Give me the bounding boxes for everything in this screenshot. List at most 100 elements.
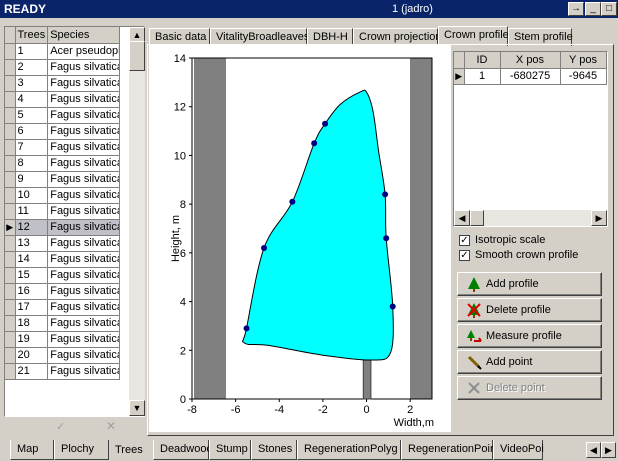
tree-species: Fagus silvatica bbox=[47, 123, 121, 140]
profile-id: 1 bbox=[464, 68, 501, 85]
bottom-tab-deadwood[interactable]: Deadwood bbox=[153, 440, 213, 460]
table-row[interactable]: 3 Fagus silvatica bbox=[5, 75, 121, 92]
plot-frame bbox=[191, 57, 433, 400]
col-header-xpos[interactable]: X pos bbox=[500, 52, 561, 69]
dock-button[interactable]: → bbox=[568, 2, 584, 16]
tab-scroll-left-icon[interactable]: ◀ bbox=[586, 442, 601, 458]
x-tick-label: 0 bbox=[363, 404, 369, 416]
crown-profile-chart[interactable]: 0 2 4 6 8 10 12 14 -8 -6 -4 -2 0 2 Width,m Height, m bbox=[149, 45, 451, 432]
x-tick-label: -2 bbox=[318, 404, 328, 416]
table-row[interactable]: 5 Fagus silvatica bbox=[5, 107, 121, 124]
bottom-tab-videopoi[interactable]: VideoPoi bbox=[493, 440, 544, 460]
tab-vitalitybroadleaves[interactable]: VitalityBroadleaves bbox=[210, 28, 309, 46]
delete-point-button[interactable]: Delete point bbox=[457, 376, 602, 400]
delete-profile-button[interactable]: Delete profile bbox=[457, 298, 602, 322]
tree-number: 18 bbox=[15, 315, 49, 332]
crown-shape bbox=[242, 89, 394, 361]
tab-stem-profile[interactable]: Stem profile bbox=[508, 28, 573, 46]
record-indicator: 1 (jadro) bbox=[392, 3, 433, 15]
scroll-down-icon[interactable]: ▼ bbox=[129, 400, 145, 416]
col-header-species[interactable]: Species bbox=[47, 27, 121, 44]
profile-grid[interactable]: ID X pos Y pos ▶ 1 -680275 -9645 ◀ ▶ bbox=[453, 51, 608, 227]
tree-species: Fagus silvatica bbox=[47, 219, 121, 236]
x-tick-label: 2 bbox=[407, 404, 413, 416]
bottom-tab-stones[interactable]: Stones bbox=[251, 440, 297, 460]
col-header-trees[interactable]: Trees bbox=[15, 27, 49, 44]
minimize-button[interactable]: _ bbox=[585, 2, 601, 16]
table-row[interactable]: 17 Fagus silvatica bbox=[5, 299, 121, 316]
table-row[interactable]: 9 Fagus silvatica bbox=[5, 171, 121, 188]
isotropic-checkbox[interactable]: ✓ bbox=[459, 235, 470, 246]
bottom-tab-regenerationpoint[interactable]: RegenerationPoint bbox=[401, 440, 499, 460]
scroll-left-icon[interactable]: ◀ bbox=[454, 210, 470, 226]
tree-species: Fagus silvatica bbox=[47, 315, 121, 332]
tab-crown-profile[interactable]: Crown profile bbox=[438, 26, 509, 46]
profile-row[interactable]: ▶ 1 -680275 -9645 bbox=[454, 68, 607, 85]
tree-species: Fagus silvatica bbox=[47, 363, 121, 380]
tree-measure-icon bbox=[467, 330, 482, 342]
profile-grid-hscroll[interactable]: ◀ ▶ bbox=[454, 210, 607, 226]
tab-scroll-right-icon[interactable]: ▶ bbox=[601, 442, 616, 458]
scroll-thumb[interactable] bbox=[129, 41, 145, 71]
table-row[interactable]: 10 Fagus silvatica bbox=[5, 187, 121, 204]
tab-crown-projection[interactable]: Crown projection bbox=[353, 28, 442, 46]
bottom-tab-plochy[interactable]: Plochy bbox=[54, 440, 109, 460]
table-row[interactable]: ▶ 12 Fagus silvatica bbox=[5, 219, 121, 236]
tree-number: 10 bbox=[15, 187, 49, 204]
table-row[interactable]: 2 Fagus silvatica bbox=[5, 59, 121, 76]
tree-species: Fagus silvatica bbox=[47, 347, 121, 364]
table-row[interactable]: 13 Fagus silvatica bbox=[5, 235, 121, 252]
add-point-button[interactable]: Add point bbox=[457, 350, 602, 374]
table-row[interactable]: 14 Fagus silvatica bbox=[5, 251, 121, 268]
tree-species: Acer pseudoplatanus bbox=[47, 43, 121, 60]
tab-basic-data[interactable]: Basic data bbox=[149, 28, 210, 46]
bottom-tab-map[interactable]: Map bbox=[10, 440, 54, 460]
table-row[interactable]: 11 Fagus silvatica bbox=[5, 203, 121, 220]
trees-grid-scrollbar[interactable]: ▲ ▼ bbox=[129, 27, 145, 416]
smooth-label: Smooth crown profile bbox=[475, 249, 579, 261]
table-row[interactable]: 18 Fagus silvatica bbox=[5, 315, 121, 332]
cancel-icon[interactable]: ✕ bbox=[106, 419, 117, 433]
row-pointer-icon: ▶ bbox=[5, 219, 16, 236]
crown-point bbox=[261, 244, 267, 251]
tree-add-icon bbox=[468, 277, 480, 292]
col-header-id[interactable]: ID bbox=[464, 52, 501, 69]
col-header-ypos[interactable]: Y pos bbox=[560, 52, 607, 69]
tree-species: Fagus silvatica bbox=[47, 299, 121, 316]
table-row[interactable]: 20 Fagus silvatica bbox=[5, 347, 121, 364]
status-label: READY bbox=[4, 2, 47, 16]
smooth-checkbox[interactable]: ✓ bbox=[459, 250, 470, 261]
tree-species: Fagus silvatica bbox=[47, 203, 121, 220]
bottom-tab-regenerationpolyg[interactable]: RegenerationPolyg bbox=[297, 440, 401, 460]
scroll-right-icon[interactable]: ▶ bbox=[591, 210, 607, 226]
y-tick-label: 2 bbox=[180, 345, 186, 357]
table-row[interactable]: 21 Fagus silvatica bbox=[5, 363, 121, 380]
row-pointer-icon: ▶ bbox=[454, 68, 465, 85]
table-row[interactable]: 7 Fagus silvatica bbox=[5, 139, 121, 156]
tab-dbh-h[interactable]: DBH-H bbox=[307, 28, 353, 46]
table-row[interactable]: 6 Fagus silvatica bbox=[5, 123, 121, 140]
tree-species: Fagus silvatica bbox=[47, 187, 121, 204]
table-row[interactable]: 15 Fagus silvatica bbox=[5, 267, 121, 284]
y-tick-label: 14 bbox=[174, 53, 186, 65]
table-row[interactable]: 4 Fagus silvatica bbox=[5, 91, 121, 108]
add-profile-button[interactable]: Add profile bbox=[457, 272, 602, 296]
crown-point bbox=[382, 191, 389, 198]
tree-species: Fagus silvatica bbox=[47, 139, 121, 156]
confirm-icon[interactable]: ✓ bbox=[56, 421, 66, 433]
tree-species: Fagus silvatica bbox=[47, 59, 121, 76]
bottom-tab-stump[interactable]: Stump bbox=[209, 440, 251, 460]
tree-number: 13 bbox=[15, 235, 49, 252]
maximize-button[interactable]: □ bbox=[601, 2, 617, 16]
bottom-tab-trees[interactable]: Trees bbox=[109, 438, 153, 460]
measure-profile-button[interactable]: Measure profile bbox=[457, 324, 602, 348]
table-row[interactable]: 19 Fagus silvatica bbox=[5, 331, 121, 348]
pencil-icon bbox=[467, 355, 482, 370]
table-row[interactable]: 8 Fagus silvatica bbox=[5, 155, 121, 172]
tree-delete-icon bbox=[467, 303, 481, 318]
y-tick-label: 8 bbox=[180, 199, 186, 211]
hscroll-thumb[interactable] bbox=[470, 210, 484, 226]
table-row[interactable]: 16 Fagus silvatica bbox=[5, 283, 121, 300]
